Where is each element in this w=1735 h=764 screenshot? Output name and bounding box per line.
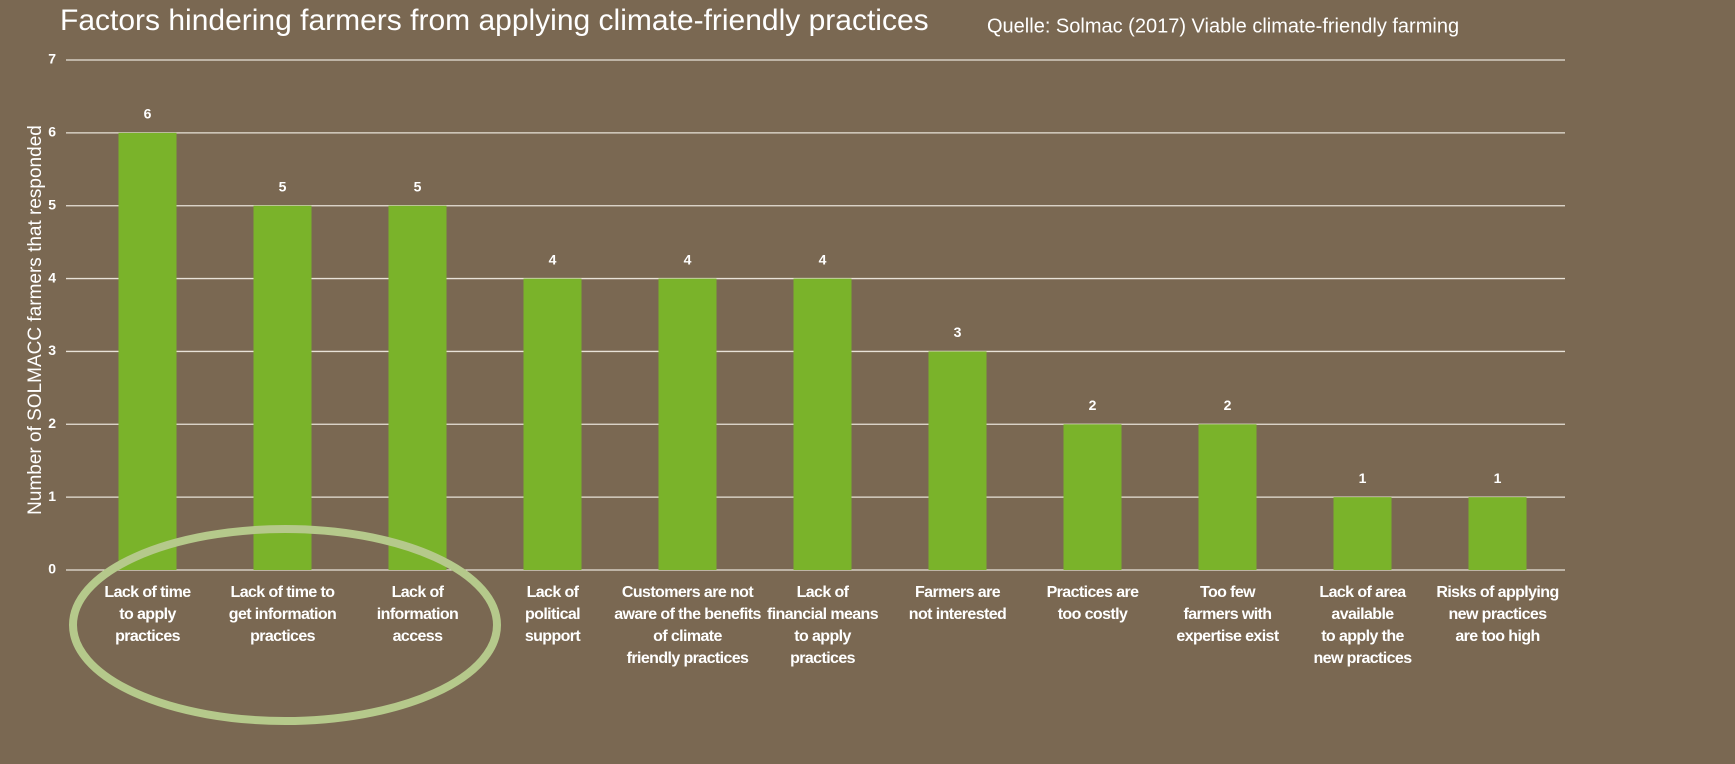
bar bbox=[1468, 497, 1527, 570]
x-tick-label: Customers are not aware of the benefits … bbox=[614, 584, 761, 667]
value-label: 4 bbox=[819, 251, 827, 267]
source: Quelle: Solmac (2017) Viable climate-fri… bbox=[987, 15, 1459, 37]
value-label: 4 bbox=[684, 251, 692, 267]
value-label: 1 bbox=[1494, 470, 1502, 486]
y-tick-label: 4 bbox=[48, 269, 56, 285]
x-tick-label: Farmers are not interested bbox=[908, 584, 1007, 623]
x-tick-label: Lack of financial means to apply practic… bbox=[766, 584, 879, 667]
bar bbox=[928, 351, 987, 570]
x-tick-label: Lack of political support bbox=[524, 584, 581, 645]
value-label: 6 bbox=[144, 106, 152, 122]
y-tick-label: 2 bbox=[48, 415, 56, 431]
y-tick-label: 1 bbox=[48, 488, 56, 504]
value-label: 2 bbox=[1089, 397, 1097, 413]
value-label: 3 bbox=[954, 324, 962, 340]
y-tick-label: 3 bbox=[48, 342, 56, 358]
bar bbox=[658, 278, 717, 570]
y-tick-label: 7 bbox=[48, 51, 56, 67]
bar bbox=[253, 205, 312, 570]
bar bbox=[793, 278, 852, 570]
x-tick-label: Lack of area available to apply the new … bbox=[1313, 584, 1412, 667]
value-label: 4 bbox=[549, 251, 557, 267]
chart-title: Factors hindering farmers from applying … bbox=[60, 4, 929, 37]
bar bbox=[388, 205, 447, 570]
y-axis-label: Number of SOLMACC farmers that responded bbox=[25, 125, 46, 515]
x-tick-label: Too few farmers with expertise exist bbox=[1176, 584, 1279, 645]
bar bbox=[1333, 497, 1392, 570]
bar bbox=[1198, 424, 1257, 570]
y-tick-label: 5 bbox=[48, 196, 56, 212]
x-tick-label: Practices are too costly bbox=[1046, 584, 1139, 623]
highlight-ellipse bbox=[69, 525, 501, 725]
y-tick-label: 0 bbox=[48, 561, 56, 577]
x-tick-label: Lack of information access bbox=[376, 584, 459, 645]
x-tick-label: Lack of time to get information practice… bbox=[228, 584, 337, 645]
x-tick-label: Risks of applying new practices are too … bbox=[1436, 584, 1559, 645]
x-tick-label: Lack of time to apply practices bbox=[104, 584, 191, 645]
value-label: 1 bbox=[1359, 470, 1367, 486]
bar bbox=[1063, 424, 1122, 570]
bar bbox=[523, 278, 582, 570]
value-label: 2 bbox=[1224, 397, 1232, 413]
value-label: 5 bbox=[414, 178, 422, 194]
value-label: 5 bbox=[279, 178, 287, 194]
y-tick-label: 6 bbox=[48, 124, 56, 140]
bar bbox=[118, 132, 177, 570]
